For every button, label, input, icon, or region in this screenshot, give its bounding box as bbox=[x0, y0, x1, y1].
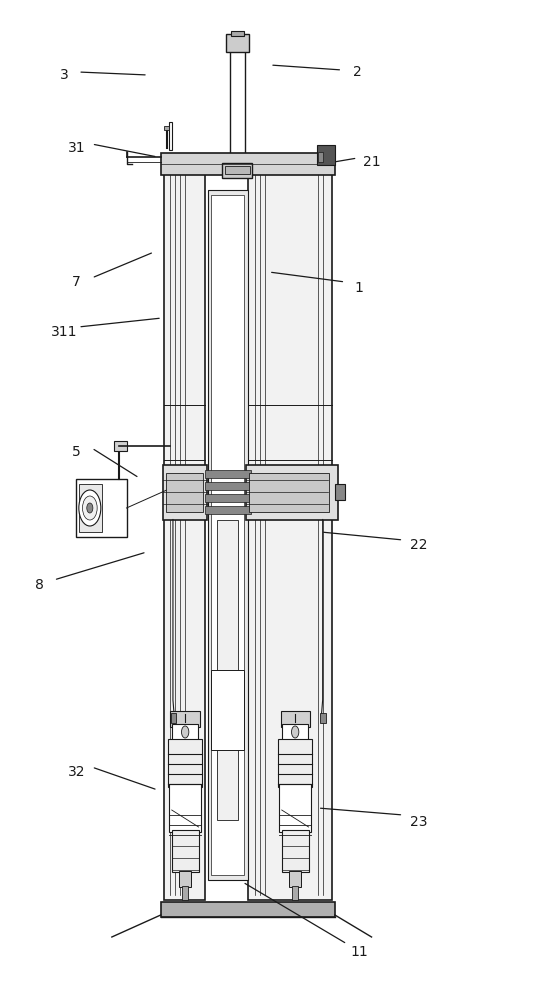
Text: 11: 11 bbox=[350, 945, 368, 959]
Bar bbox=[179, 871, 191, 887]
Circle shape bbox=[87, 503, 93, 513]
Bar bbox=[335, 484, 345, 500]
Bar bbox=[164, 126, 169, 130]
Text: 21: 21 bbox=[363, 155, 381, 169]
Bar bbox=[168, 739, 202, 787]
Bar bbox=[170, 713, 176, 723]
Text: 3: 3 bbox=[60, 68, 69, 82]
Bar bbox=[76, 479, 126, 537]
Text: 23: 23 bbox=[410, 815, 427, 829]
Bar bbox=[211, 195, 244, 875]
Bar bbox=[161, 902, 335, 917]
Bar bbox=[205, 506, 251, 514]
Text: 5: 5 bbox=[72, 445, 81, 459]
Bar bbox=[79, 484, 102, 532]
Circle shape bbox=[79, 490, 101, 526]
Bar bbox=[246, 464, 338, 520]
Bar bbox=[292, 886, 298, 900]
Bar bbox=[280, 711, 310, 727]
Bar bbox=[282, 830, 309, 872]
Bar bbox=[205, 470, 251, 478]
Bar bbox=[208, 190, 248, 880]
Bar bbox=[172, 724, 198, 740]
Bar bbox=[163, 464, 207, 520]
Bar bbox=[166, 473, 204, 512]
Bar bbox=[317, 145, 335, 165]
Bar bbox=[226, 34, 249, 52]
Circle shape bbox=[182, 726, 189, 738]
Bar bbox=[205, 494, 251, 502]
Bar bbox=[172, 830, 199, 872]
Bar bbox=[182, 886, 188, 900]
Bar bbox=[318, 152, 323, 162]
Text: 32: 32 bbox=[68, 765, 85, 779]
Bar bbox=[217, 520, 238, 820]
Bar bbox=[230, 40, 245, 170]
Bar bbox=[164, 170, 205, 900]
Bar bbox=[169, 784, 201, 832]
Bar bbox=[289, 871, 301, 887]
Bar bbox=[278, 739, 312, 787]
Bar bbox=[222, 163, 252, 178]
Bar bbox=[170, 711, 200, 727]
Bar bbox=[225, 166, 250, 174]
Bar bbox=[169, 122, 172, 150]
Bar bbox=[231, 31, 244, 36]
Bar bbox=[279, 784, 311, 832]
Bar bbox=[248, 170, 332, 900]
Circle shape bbox=[82, 496, 97, 520]
Bar bbox=[161, 153, 335, 175]
Text: 8: 8 bbox=[35, 578, 44, 592]
Bar bbox=[282, 724, 308, 740]
Bar bbox=[114, 441, 126, 451]
Text: 22: 22 bbox=[410, 538, 427, 552]
Text: 2: 2 bbox=[353, 65, 362, 79]
Bar bbox=[249, 473, 329, 512]
Circle shape bbox=[292, 726, 299, 738]
Text: 31: 31 bbox=[68, 141, 85, 155]
Text: 311: 311 bbox=[51, 325, 78, 339]
Text: 1: 1 bbox=[355, 281, 364, 295]
Bar bbox=[205, 482, 251, 490]
Bar bbox=[211, 670, 244, 750]
Text: 7: 7 bbox=[72, 275, 81, 289]
Bar bbox=[320, 713, 326, 723]
